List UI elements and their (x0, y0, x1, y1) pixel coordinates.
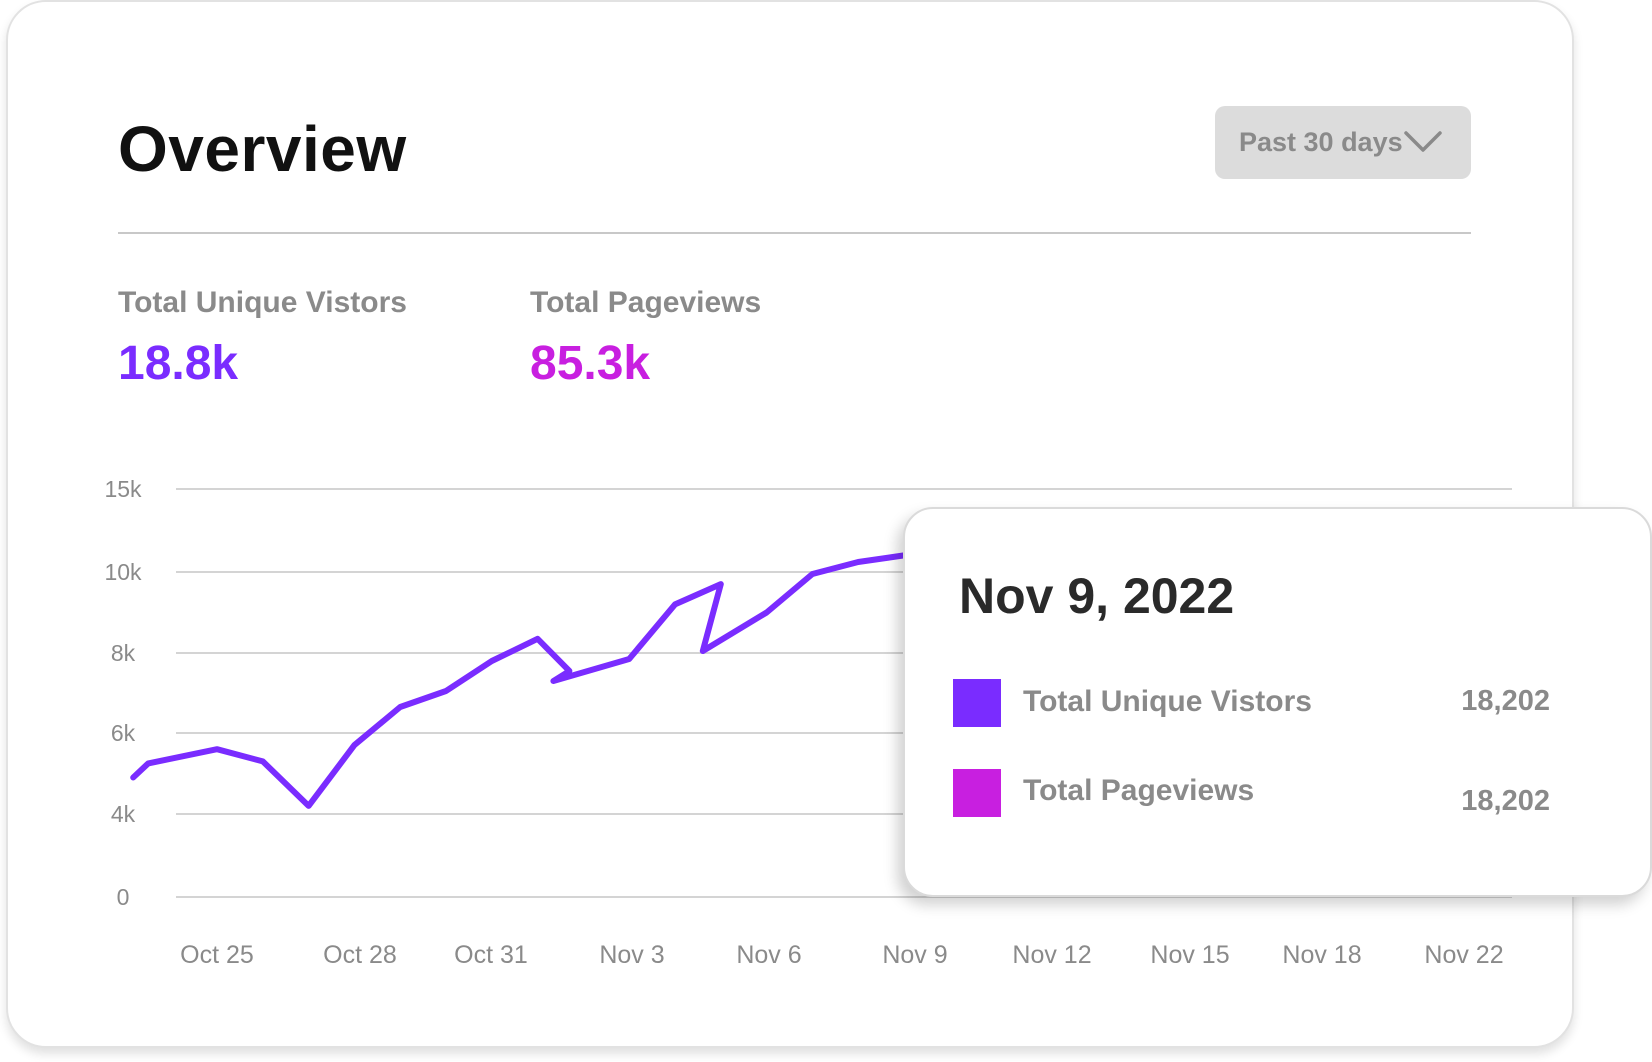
y-tick-label: 15k (104, 476, 142, 502)
y-tick-label: 0 (117, 884, 130, 910)
series-line-unique-visitors (130, 552, 907, 809)
tooltip-value-pageviews: 18,202 (1461, 785, 1550, 817)
stat-value-unique-visitors: 18.8k (118, 337, 239, 390)
y-tick-label: 6k (111, 720, 136, 746)
y-tick-label: 4k (111, 801, 136, 827)
y-tick-label: 8k (111, 640, 136, 666)
tooltip-value-unique-visitors: 18,202 (1461, 685, 1550, 717)
y-tick-label: 10k (104, 559, 142, 585)
chevron-down-icon (1404, 131, 1442, 152)
date-range-label: Past 30 days (1239, 127, 1403, 157)
x-tick-label: Nov 12 (1012, 941, 1091, 969)
header-divider (118, 232, 1471, 234)
x-tick-label: Nov 15 (1150, 941, 1229, 969)
x-tick-label: Nov 3 (599, 941, 664, 969)
date-range-dropdown[interactable]: Past 30 days (1215, 106, 1471, 179)
tooltip-date: Nov 9, 2022 (959, 568, 1235, 624)
x-tick-label: Oct 31 (454, 941, 528, 969)
stat-value-pageviews: 85.3k (530, 337, 651, 390)
x-tick-label: Oct 28 (323, 941, 397, 969)
tooltip-swatch-unique-visitors (953, 679, 1001, 727)
x-tick-label: Nov 18 (1282, 941, 1361, 969)
stat-label-unique-visitors: Total Unique Vistors (118, 286, 407, 319)
x-tick-label: Nov 9 (882, 941, 947, 969)
page-title: Overview (118, 113, 407, 185)
tooltip-label-pageviews: Total Pageviews (1023, 774, 1255, 807)
tooltip-label-unique-visitors: Total Unique Vistors (1023, 685, 1312, 718)
x-tick-label: Nov 22 (1424, 941, 1503, 969)
x-tick-label: Oct 25 (180, 941, 254, 969)
chart-tooltip: Nov 9, 2022 Total Unique Vistors 18,202 … (903, 507, 1652, 897)
stat-label-pageviews: Total Pageviews (530, 286, 762, 319)
tooltip-swatch-pageviews (953, 769, 1001, 817)
x-tick-label: Nov 6 (736, 941, 801, 969)
